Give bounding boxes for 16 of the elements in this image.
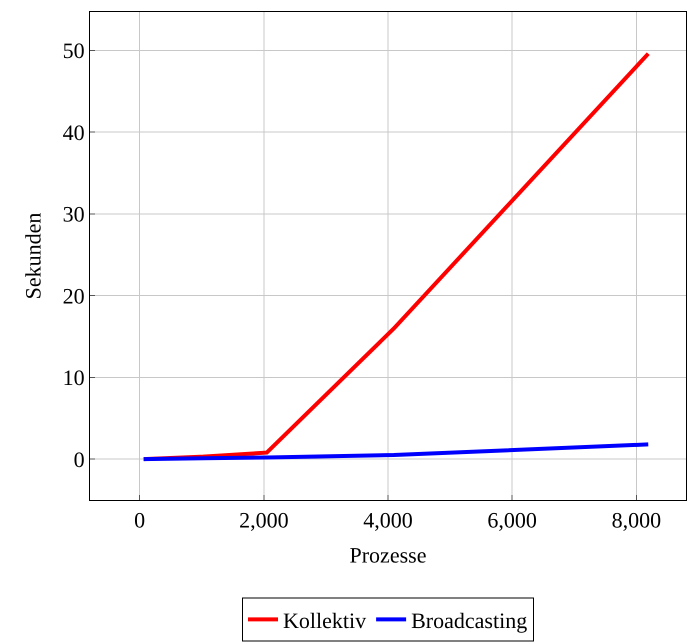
y-tick-label: 40 <box>62 120 85 145</box>
legend-label: Kollektiv <box>283 608 366 633</box>
y-tick-label: 10 <box>62 365 85 390</box>
x-tick-label: 6,000 <box>487 507 537 532</box>
y-tick-label: 50 <box>62 38 85 64</box>
x-tick-label: 2,000 <box>239 507 289 532</box>
y-axis-title: Sekunden <box>20 212 46 300</box>
y-tick-label: 0 <box>74 446 85 472</box>
y-tick-label: 20 <box>62 283 85 308</box>
x-axis-title: Prozesse <box>350 542 426 568</box>
x-tick-label: 8,000 <box>612 507 662 532</box>
x-tick-label: 0 <box>134 507 146 532</box>
x-tick-label: 4,000 <box>363 507 413 532</box>
legend-label: Broadcasting <box>411 608 528 633</box>
line-series <box>142 442 650 462</box>
y-tick-label: 30 <box>62 202 85 227</box>
